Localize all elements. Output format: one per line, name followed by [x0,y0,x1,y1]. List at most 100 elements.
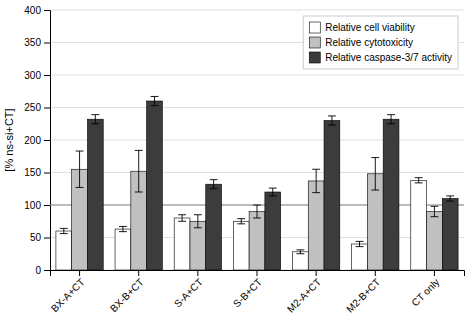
error-bar [446,196,454,201]
tick: BX-B+CT [108,270,146,314]
chart: 0 50 100 150 200 250 300 350 400 BX-A+CT BX-B+CT S-… [0,0,474,332]
tick: 350 [24,37,50,48]
y-axis-title: [% ns-si+CT] [3,108,15,171]
tick: CT only [409,270,441,308]
bar [56,231,72,270]
bar [147,101,163,270]
error-bar [430,206,438,216]
tick-label: 250 [24,102,41,113]
x-axis: BX-A+CT BX-B+CT S-A+CT S-B+CT M2-A+CT M2-B+CT… [49,270,465,315]
error-bar [415,178,423,183]
legend-item: Relative cytotoxicity [309,37,413,48]
tick: 300 [24,70,50,81]
grid-line [50,140,464,141]
tick-label: S-B+CT [231,276,264,309]
tick: 250 [24,102,50,113]
legend-label: Relative caspase-3/7 activity [325,52,452,63]
series [87,96,458,270]
bar [308,181,324,270]
legend-box [303,16,458,69]
grid-line [50,75,464,76]
bar [352,244,368,270]
tick: 400 [24,5,50,16]
legend-swatch [309,52,320,63]
tick-mark [79,270,80,276]
tick: 200 [24,135,50,146]
error-bar [151,96,159,105]
tick-mark [44,238,50,239]
tick-mark [44,173,50,174]
axis-line [44,11,51,271]
bar [442,199,458,271]
bar [190,221,206,270]
tick-label: S-A+CT [172,276,205,309]
tick-mark [44,75,50,76]
tick-mark [375,270,376,276]
tick-mark [44,270,50,271]
tick: S-B+CT [231,270,264,309]
error-bar [387,115,395,124]
error-bar [91,115,99,124]
tick-mark [44,205,50,206]
tick-mark [316,270,317,276]
legend-label: Relative cytotoxicity [325,37,413,48]
tick-mark [138,270,139,276]
tick-label: M2-B+CT [344,276,382,314]
error-bar [76,151,84,187]
tick-label: 0 [35,265,41,276]
tick-label: BX-A+CT [49,276,87,314]
grid [50,10,464,270]
error-bar [269,188,277,196]
tick: 50 [30,232,50,243]
bar [174,218,190,270]
error-bar [356,241,364,246]
legend-swatch [309,22,320,33]
bar [265,192,281,270]
tick-label: BX-B+CT [108,276,146,314]
grid-line [50,107,464,108]
error-bar [119,226,127,231]
tick-label: 300 [24,70,41,81]
error-bar [237,219,245,224]
error-bar [371,158,379,191]
bar [411,180,427,270]
error-bar [135,150,143,192]
bar [427,212,443,271]
tick-label: 200 [24,135,41,146]
error-bar [210,180,218,189]
tick: M2-B+CT [344,270,382,315]
tick: 100 [24,200,50,211]
tick-mark [44,43,50,44]
tick: 150 [24,167,50,178]
error-bar [60,228,68,233]
tick-label: CT only [409,276,441,308]
bars [50,96,464,270]
bar [324,121,340,271]
tick: 0 [35,265,50,276]
bar [249,212,265,271]
tick-mark [44,108,50,109]
axis-line [51,271,465,277]
tick-mark [44,140,50,141]
tick-label: 150 [24,167,41,178]
tick-label: 50 [30,232,42,243]
tick-mark [434,270,435,276]
grid-line [50,10,464,11]
legend-item: Relative caspase-3/7 activity [309,52,452,63]
tick-mark [197,270,198,276]
tick-label: 100 [24,200,41,211]
error-bar [178,215,186,222]
tick-label: 350 [24,37,41,48]
tick: M2-A+CT [285,270,323,315]
error-bar [296,250,304,254]
tick-mark [257,270,258,276]
error-bar [328,116,336,125]
legend-item: Relative cell viability [309,22,414,33]
bar [206,184,222,270]
legend-label: Relative cell viability [325,22,414,33]
tick-label: 400 [24,5,41,16]
bar [292,252,308,270]
legend: Relative cell viability Relative cytotoxi… [303,16,458,69]
bar [115,229,131,270]
bar [383,119,399,270]
